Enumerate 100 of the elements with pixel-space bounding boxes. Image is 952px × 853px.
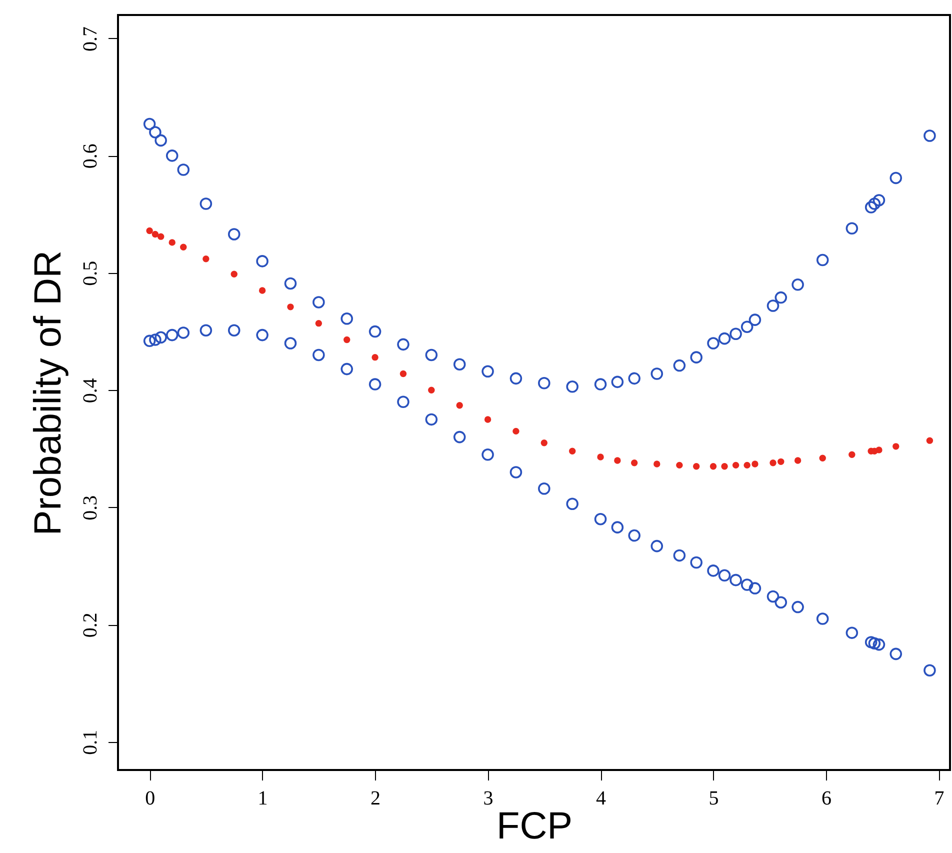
point	[924, 664, 936, 676]
point	[864, 636, 878, 648]
x-tick-label: 2	[370, 788, 381, 810]
point	[778, 458, 784, 466]
point	[230, 270, 238, 278]
point	[816, 254, 829, 266]
point	[256, 328, 268, 342]
point	[718, 332, 731, 345]
point	[770, 459, 776, 466]
point	[718, 569, 731, 582]
point	[146, 227, 153, 234]
point	[846, 222, 858, 235]
point	[166, 150, 178, 162]
point	[154, 134, 167, 147]
point	[484, 416, 492, 423]
point	[177, 326, 190, 339]
point	[868, 637, 881, 650]
point	[425, 348, 438, 362]
point	[740, 320, 754, 333]
point	[630, 459, 638, 466]
point	[597, 454, 604, 460]
point	[344, 336, 350, 344]
point	[157, 233, 164, 240]
point	[594, 512, 607, 526]
point	[143, 334, 156, 348]
y-tick-label: 0.4	[80, 378, 102, 404]
point	[872, 638, 886, 651]
point	[774, 291, 788, 304]
x-tick-label: 5	[708, 788, 719, 810]
point	[707, 337, 720, 350]
point	[510, 466, 522, 478]
point	[180, 244, 187, 250]
point	[611, 376, 624, 388]
point	[256, 255, 268, 268]
point	[744, 462, 750, 469]
point	[819, 454, 826, 462]
y-tick-label: 0.1	[80, 730, 102, 755]
point	[654, 460, 660, 468]
point	[872, 194, 886, 206]
point	[766, 300, 780, 312]
point	[730, 574, 742, 586]
point	[650, 540, 664, 552]
point	[740, 578, 754, 591]
point	[864, 201, 878, 214]
point	[482, 365, 494, 378]
point	[690, 556, 702, 569]
x-tick-label: 1	[258, 788, 268, 810]
point	[892, 443, 900, 450]
point	[228, 324, 240, 336]
y-tick-label: 0.5	[80, 260, 102, 286]
point	[650, 368, 664, 380]
point	[143, 118, 156, 130]
point	[538, 482, 550, 495]
x-tick-label: 0	[145, 788, 156, 810]
point	[397, 396, 410, 408]
point	[312, 348, 325, 362]
point	[200, 198, 212, 210]
point	[453, 358, 466, 370]
point	[166, 328, 178, 342]
point	[676, 462, 683, 469]
point	[258, 287, 266, 294]
point	[628, 372, 640, 385]
point	[673, 549, 686, 562]
x-tick-label: 3	[483, 788, 494, 810]
point	[368, 325, 382, 338]
y-tick-label: 0.2	[80, 612, 102, 638]
point	[890, 648, 902, 660]
point	[149, 126, 162, 138]
point	[924, 130, 936, 142]
point	[792, 600, 804, 614]
point	[453, 430, 466, 444]
point	[710, 463, 717, 470]
point	[368, 378, 382, 390]
point	[168, 239, 176, 246]
point	[774, 596, 788, 608]
point	[456, 402, 463, 409]
point	[611, 521, 624, 534]
point	[287, 304, 294, 310]
point	[890, 172, 902, 184]
point	[482, 448, 494, 461]
x-axis-title: FCP	[496, 806, 572, 848]
point	[200, 324, 212, 336]
point	[538, 376, 550, 390]
point	[340, 362, 353, 376]
point	[566, 498, 578, 510]
x-tick-label: 7	[934, 788, 944, 810]
point	[312, 296, 325, 308]
point	[428, 386, 435, 394]
point	[284, 337, 297, 350]
point	[730, 328, 742, 340]
point	[284, 277, 297, 290]
point	[340, 312, 353, 325]
point	[707, 564, 720, 577]
point	[315, 320, 322, 327]
point	[400, 370, 407, 378]
y-tick-label: 0.6	[80, 144, 102, 169]
point	[568, 448, 576, 454]
point	[692, 463, 700, 470]
point	[748, 582, 762, 594]
x-tick-label: 6	[821, 788, 832, 810]
